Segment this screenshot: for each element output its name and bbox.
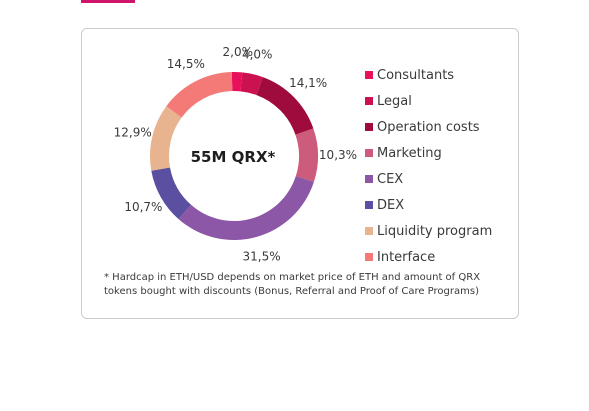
percent-label: 31,5% bbox=[242, 249, 280, 263]
donut-slices bbox=[150, 72, 318, 240]
legend-label: Marketing bbox=[377, 145, 442, 161]
legend-label: Legal bbox=[377, 93, 412, 109]
legend-item: DEX bbox=[365, 192, 492, 218]
legend-swatch bbox=[365, 71, 373, 79]
legend-swatch bbox=[365, 201, 373, 209]
donut-center-label: 55M QRX* bbox=[190, 148, 276, 166]
chart-legend: Consultants Legal Operation costs Marketing… bbox=[365, 62, 492, 270]
legend-swatch bbox=[365, 227, 373, 235]
legend-swatch bbox=[365, 253, 373, 261]
legend-swatch bbox=[365, 149, 373, 157]
percent-labels: 2,0%4,0% 14,1% 10,3% 31,5% 10,7% 12,9% 14,5% bbox=[114, 45, 357, 263]
donut-slice-operation-costs bbox=[256, 77, 314, 135]
legend-item: Consultants bbox=[365, 62, 492, 88]
legend-item: CEX bbox=[365, 166, 492, 192]
percent-label: 14,1% bbox=[289, 76, 327, 90]
legend-label: CEX bbox=[377, 171, 404, 187]
legend-swatch bbox=[365, 175, 373, 183]
legend-item: Operation costs bbox=[365, 114, 492, 140]
donut-slice-dex bbox=[151, 167, 192, 220]
donut-slice-legal bbox=[240, 72, 263, 95]
legend-label: DEX bbox=[377, 197, 405, 213]
percent-label: 10,7% bbox=[124, 200, 162, 214]
percent-label: 10,3% bbox=[319, 148, 357, 162]
percent-label: 4,0% bbox=[242, 48, 273, 62]
legend-item: Marketing bbox=[365, 140, 492, 166]
donut-slice-cex bbox=[178, 176, 314, 240]
percent-label: 2,0% bbox=[223, 45, 254, 59]
legend-swatch bbox=[365, 123, 373, 131]
legend-label: Interface bbox=[377, 249, 436, 265]
legend-label: Consultants bbox=[377, 67, 455, 83]
percent-label: 12,9% bbox=[114, 125, 152, 139]
legend-label: Liquidity program bbox=[377, 223, 493, 239]
donut-slice-liquidity-program bbox=[150, 106, 182, 171]
donut-slice-interface bbox=[166, 72, 233, 118]
chart-footnote: * Hardcap in ETH/USD depends on market p… bbox=[104, 272, 481, 297]
legend-item: Interface bbox=[365, 244, 492, 270]
accent-bar bbox=[81, 0, 135, 3]
legend-label: Operation costs bbox=[377, 119, 480, 135]
percent-label: 14,5% bbox=[167, 57, 205, 71]
donut-slice-marketing bbox=[295, 128, 318, 182]
legend-item: Liquidity program bbox=[365, 218, 492, 244]
donut-slice-consultants bbox=[231, 72, 243, 92]
legend-item: Legal bbox=[365, 88, 492, 114]
legend-swatch bbox=[365, 97, 373, 105]
